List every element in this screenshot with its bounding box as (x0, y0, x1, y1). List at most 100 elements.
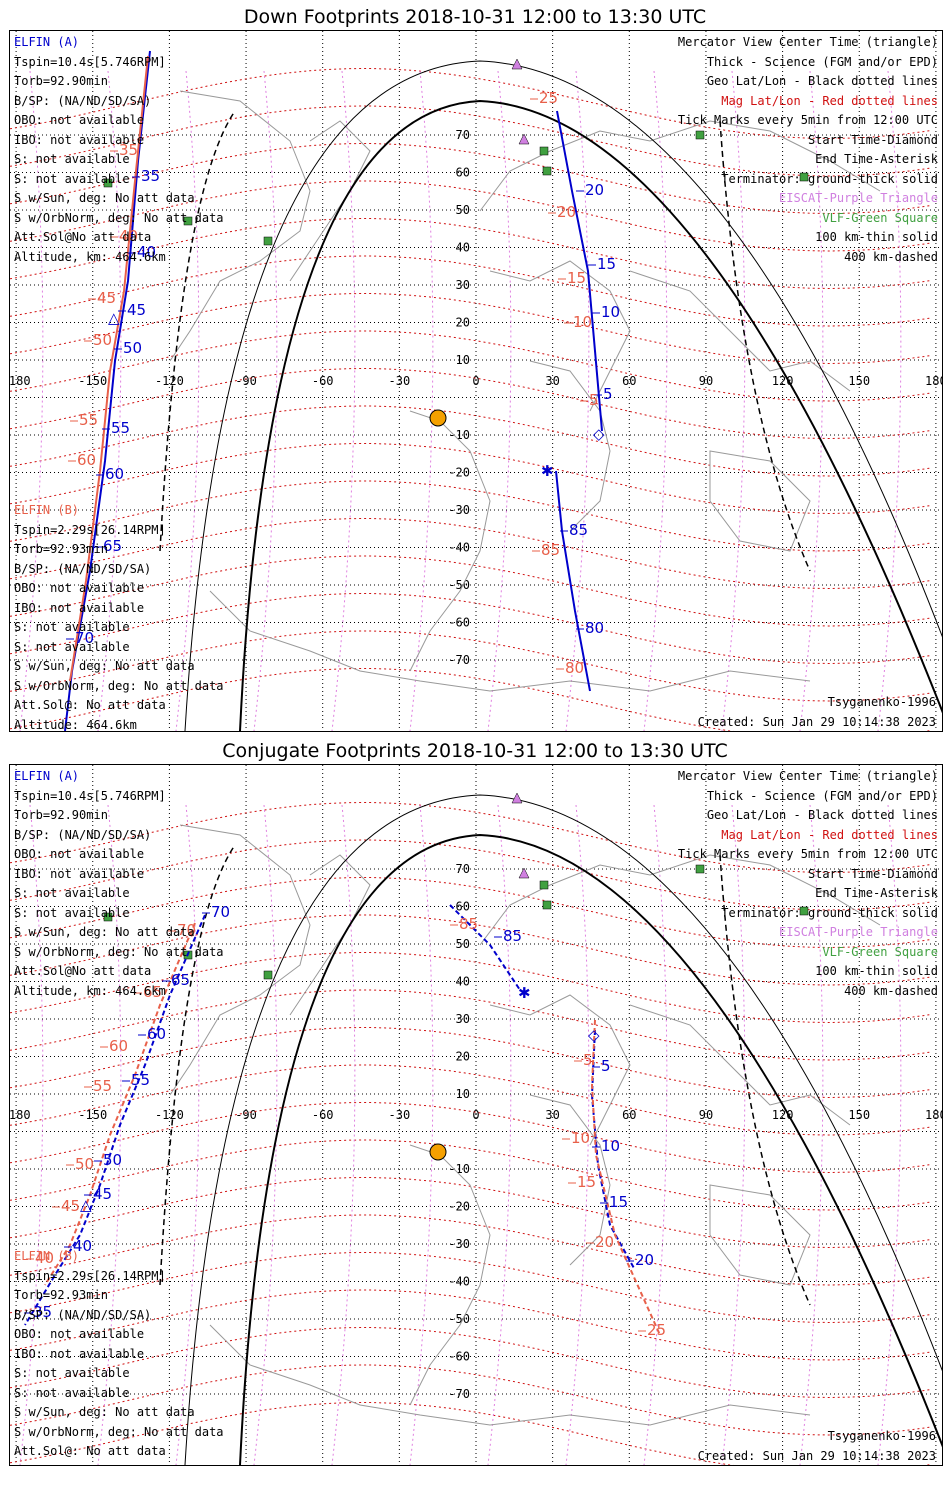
elfin-b-tick-label: 10 (573, 313, 592, 331)
elfin-b-line: IBO: not available (14, 1346, 145, 1361)
elfin-b-line: S w/OrbNorm, deg: No att data (14, 1424, 224, 1439)
elfin-a-info: ELFIN (A) Tspin=10.4s[5.746RPM] Torb=92.… (14, 767, 224, 1001)
coastline (529, 360, 611, 532)
lat-tick-label: 30 (456, 1012, 470, 1026)
elfin-a-tick-label: 50 (123, 339, 142, 357)
elfin-a-tick-label: 65 (171, 971, 190, 989)
elfin-a-altitude: Altitude, km: 464.6km (14, 983, 166, 998)
terminator-400km-west (159, 110, 236, 552)
sun-icon (429, 1143, 447, 1161)
lat-tick-label: 30 (456, 278, 470, 292)
lat-tick-label: -60 (448, 1350, 470, 1364)
coastline (169, 90, 311, 362)
vlf-square-icon (263, 236, 273, 246)
created-label: Created: Sun Jan 29 10:14:38 2023 (697, 715, 936, 729)
elfin-a-tick-label: 85 (503, 927, 522, 945)
mag-parallel (10, 1026, 931, 1099)
elfin-b-info: ELFIN (B) Tspin=2.29s[26.14RPM] Torb=92.… (14, 501, 224, 732)
mag-meridian (799, 804, 824, 1465)
elfin-a-tick-label: 60 (105, 465, 124, 483)
lat-tick-label: -70 (448, 653, 470, 667)
lon-tick-label: 90 (699, 1108, 713, 1122)
mag-parallel (10, 1326, 931, 1399)
mag-parallel (10, 292, 931, 365)
start-diamond-icon: ◇ (588, 1026, 600, 1044)
lon-tick-label: -180 (10, 374, 31, 388)
elfin-a-line: Tspin=10.4s[5.746RPM] (14, 788, 166, 803)
elfin-a-line: Torb=92.90min (14, 74, 108, 88)
elfin-b-line: B/SP: (NA/ND/SD/SA) (14, 561, 152, 576)
legend-item: End Time-Asterisk (815, 886, 938, 900)
coastline (489, 994, 631, 1146)
mag-meridian (487, 804, 512, 1465)
mag-meridian (565, 70, 590, 731)
elfin-b-tick-label: 85 (459, 915, 478, 933)
down-footprints-title: Down Footprints 2018-10-31 12:00 to 13:3… (243, 6, 707, 28)
lat-tick-label: 40 (456, 241, 470, 255)
vlf-square-icon (539, 146, 549, 156)
elfin-b-line: Torb=92.93min (14, 1288, 108, 1302)
mag-parallel (10, 405, 931, 477)
mag-parallel (10, 1289, 931, 1361)
elfin-a-line: S w/OrbNorm, deg: No att data (14, 944, 224, 959)
lat-tick-label: -60 (448, 616, 470, 630)
lat-tick-label: 50 (456, 203, 470, 217)
lat-tick-label: 40 (456, 975, 470, 989)
legend-item: Start Time-Diamond (807, 866, 938, 881)
legend: Mercator View Center Time (triangle) Thi… (678, 767, 938, 1001)
mag-parallel (10, 367, 931, 440)
mag-parallel (10, 667, 931, 731)
elfin-a-tick-label: 40 (137, 243, 156, 261)
lat-tick-label: -40 (448, 541, 470, 555)
legend-item: Mag Lat/Lon - Red dotted lines (721, 93, 938, 108)
lon-tick-label: -150 (78, 1108, 107, 1122)
coastline (479, 120, 881, 212)
legend: Mercator View Center Time (triangle) Thi… (678, 33, 938, 267)
elfin-b-tick-label: 10 (571, 1129, 590, 1147)
conjugate-footprints-panel: -180 -150 -120 -90 -60 -30 0 30 60 90 120 150 180 70 6… (9, 764, 943, 1466)
lat-tick-label: 60 (456, 166, 470, 180)
legend-item: EISCAT-Purple Triangle (779, 925, 938, 939)
elfin-b-altitude: Altitude: 464.6km (14, 717, 137, 732)
lat-tick-label: -30 (448, 1237, 470, 1251)
mag-parallel (10, 1364, 931, 1436)
elfin-b-tick-label: 60 (77, 451, 96, 469)
lon-tick-label: -90 (235, 374, 257, 388)
legend-item: VLF-Green Square (822, 210, 938, 225)
elfin-a-tick-label: 50 (103, 1151, 122, 1169)
terminator-400km-east (719, 854, 811, 1306)
mag-meridian (487, 70, 512, 731)
start-diamond-icon: ◇ (593, 425, 605, 443)
lon-tick-label: -120 (155, 1108, 184, 1122)
lon-tick-label: -30 (389, 374, 411, 388)
legend-item: 100 km-thin solid (815, 964, 938, 978)
lat-tick-label: 70 (456, 128, 470, 142)
lat-tick-label: -20 (448, 466, 470, 480)
mag-parallel (10, 1214, 931, 1286)
mag-parallel (10, 255, 931, 327)
elfin-b-tick-label: 15 (577, 1173, 596, 1191)
lon-tick-label: -150 (78, 374, 107, 388)
lat-tick-label: 20 (456, 316, 470, 330)
legend-item: 400 km-dashed (844, 983, 938, 998)
legend-item: Start Time-Diamond (807, 132, 938, 147)
end-asterisk-icon: ✱ (518, 984, 531, 1002)
lon-tick-label: 30 (545, 1108, 559, 1122)
coastline (629, 270, 851, 392)
vlf-square-icon (799, 172, 809, 182)
lon-tick-label: 30 (545, 374, 559, 388)
lon-tick-label: 120 (772, 374, 794, 388)
lon-tick-label: 150 (848, 1108, 870, 1122)
elfin-a-tick-label: 45 (93, 1185, 112, 1203)
elfin-b-track-west (44, 922, 196, 1286)
mag-meridian (877, 70, 902, 731)
elfin-a-tick-label: 55 (111, 419, 130, 437)
lat-tick-label: -10 (448, 428, 470, 442)
lon-tick-label: 150 (848, 374, 870, 388)
elfin-a-track-east (590, 1029, 636, 1271)
eiscat-triangle-icon (511, 792, 523, 804)
lon-tick-label: 0 (472, 374, 479, 388)
conjugate-footprints-map: -180 -150 -120 -90 -60 -30 0 30 60 90 120 150 180 70 6… (10, 765, 942, 1465)
legend-item: EISCAT-Purple Triangle (779, 191, 938, 205)
mag-parallel (10, 555, 931, 627)
